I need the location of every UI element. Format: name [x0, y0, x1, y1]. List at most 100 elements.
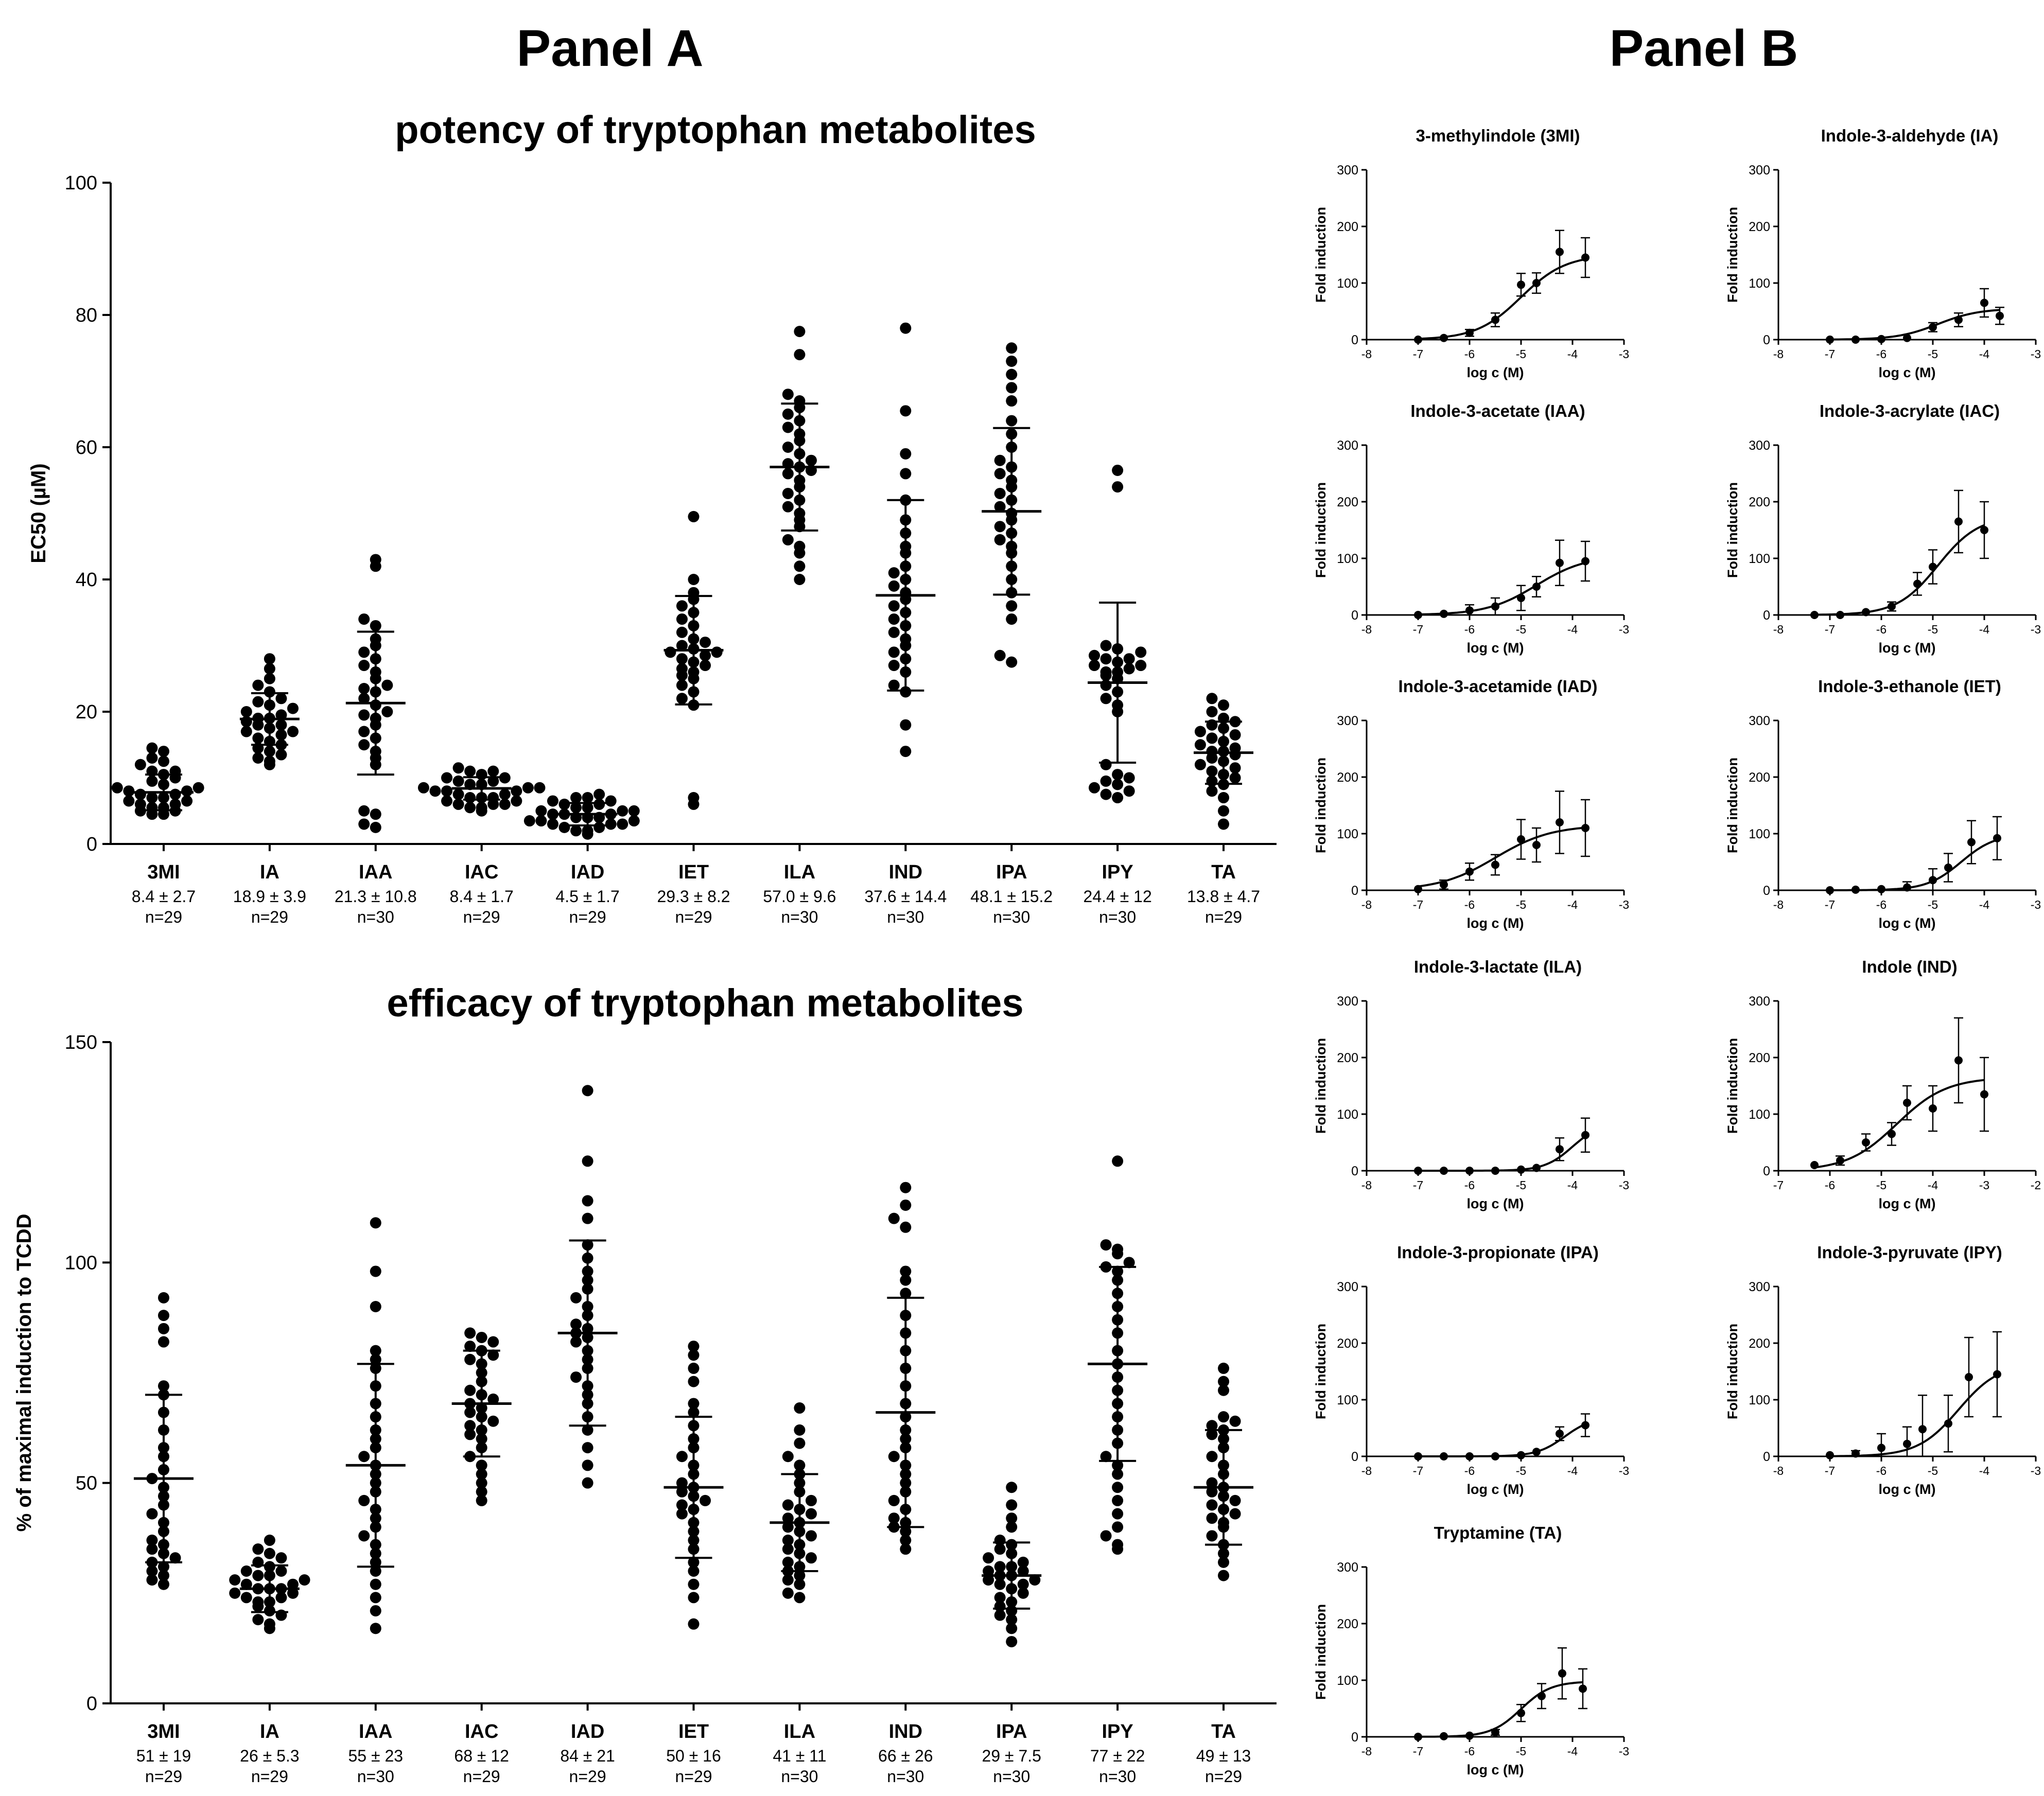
data-point	[1006, 1482, 1018, 1493]
chart-title: Indole-3-acrylate (IAC)	[1820, 401, 2000, 420]
data-point	[1135, 646, 1147, 658]
data-point	[1556, 818, 1564, 826]
data-point	[158, 1561, 169, 1573]
y-tick-label: 60	[76, 437, 97, 459]
data-point	[1980, 298, 1988, 307]
data-point	[358, 1451, 370, 1463]
data-point	[888, 1451, 900, 1463]
potency-title: potency of tryptophan metabolites	[395, 108, 1036, 152]
category-label: IAC	[465, 861, 498, 883]
data-point	[900, 1182, 912, 1193]
category-label: IPA	[996, 861, 1027, 883]
data-point	[146, 802, 158, 814]
summary-label: 29.3 ± 8.2	[657, 887, 730, 906]
data-point	[1218, 1362, 1230, 1374]
data-point	[1888, 602, 1896, 611]
y-tick-label: 0	[1351, 1730, 1358, 1745]
data-point	[676, 679, 688, 691]
data-point	[252, 1596, 264, 1608]
data-point	[676, 640, 688, 652]
data-point	[464, 1341, 476, 1352]
data-point	[900, 1288, 912, 1299]
x-tick-label: -8	[1361, 623, 1372, 636]
data-point	[1517, 594, 1525, 602]
y-tick-label: 300	[1337, 714, 1358, 728]
data-point	[582, 1424, 593, 1436]
data-point	[593, 788, 605, 800]
dose-response-chart-b-3mi: 3-methylindole (3MI) 0 100 200 300 -8 -7 -6 -5 -4…	[1313, 126, 1629, 380]
data-point	[1581, 253, 1589, 262]
data-point	[570, 802, 582, 814]
data-point	[287, 726, 299, 737]
efficacy-title: efficacy of tryptophan metabolites	[387, 981, 1023, 1025]
data-point	[370, 1565, 381, 1577]
data-point	[1517, 280, 1525, 289]
data-point	[1996, 311, 2004, 320]
data-point	[782, 487, 794, 499]
category-label: IPY	[1102, 1721, 1133, 1742]
data-point	[1556, 1145, 1564, 1154]
data-point	[782, 468, 794, 480]
data-point	[605, 795, 617, 807]
data-point	[994, 649, 1006, 661]
category-label: TA	[1211, 1721, 1236, 1742]
y-tick-label: 150	[65, 1032, 97, 1053]
data-point	[1206, 693, 1218, 705]
n-label: n=30	[887, 908, 924, 926]
data-point	[1517, 835, 1525, 843]
data-point	[1006, 395, 1018, 407]
data-point	[111, 782, 123, 794]
category-label: IAD	[571, 861, 604, 883]
data-point	[464, 1420, 476, 1432]
data-point	[370, 1623, 381, 1634]
data-point	[1581, 1131, 1589, 1139]
n-label: n=29	[675, 908, 712, 926]
x-tick-label: -6	[1464, 898, 1475, 911]
data-point	[1954, 315, 1963, 324]
data-point	[1414, 1452, 1422, 1460]
data-point	[617, 805, 628, 817]
data-point	[888, 626, 900, 638]
x-tick-label: -4	[1979, 1464, 1990, 1477]
y-tick-label: 100	[1337, 827, 1358, 841]
data-point	[1851, 885, 1860, 894]
data-point	[547, 818, 558, 830]
data-point	[370, 1265, 381, 1277]
category-label: IAA	[359, 861, 392, 883]
data-point	[240, 1592, 252, 1604]
data-point	[1929, 562, 1937, 571]
data-point	[1006, 1512, 1018, 1524]
fit-curve	[1418, 1681, 1583, 1738]
y-tick-label: 200	[1337, 220, 1358, 234]
data-point	[146, 1543, 158, 1555]
data-point	[275, 719, 287, 731]
chart-title: Indole (IND)	[1862, 957, 1957, 976]
chart-title: Indole-3-propionate (IPA)	[1397, 1243, 1599, 1262]
data-point	[1851, 1449, 1860, 1458]
data-point	[452, 788, 464, 800]
data-point	[1229, 742, 1241, 754]
data-point	[900, 1199, 912, 1211]
summary-label: 66 ± 26	[878, 1747, 933, 1765]
n-label: n=29	[675, 1767, 712, 1786]
data-point	[299, 1574, 310, 1586]
summary-label: 77 ± 22	[1090, 1747, 1145, 1765]
data-point	[452, 798, 464, 810]
y-tick-label: 300	[1337, 163, 1358, 178]
n-label: n=29	[1205, 908, 1242, 926]
data-point	[252, 696, 264, 708]
data-point	[1089, 782, 1100, 794]
data-point	[1414, 1733, 1422, 1741]
data-point	[676, 626, 688, 638]
data-point	[1229, 1508, 1241, 1520]
data-point	[1532, 279, 1541, 287]
y-tick-label: 100	[1749, 1107, 1770, 1122]
dose-response-chart-b-ila: Indole-3-lactate (ILA) 0 100 200 300 -8 -7 -6 -5…	[1313, 957, 1629, 1211]
data-point	[688, 1565, 700, 1577]
data-point	[252, 1570, 264, 1581]
data-point	[688, 510, 700, 522]
data-point	[1218, 1547, 1230, 1559]
data-point	[146, 752, 158, 764]
data-point	[1517, 1451, 1525, 1459]
y-tick-label: 0	[1351, 333, 1358, 347]
